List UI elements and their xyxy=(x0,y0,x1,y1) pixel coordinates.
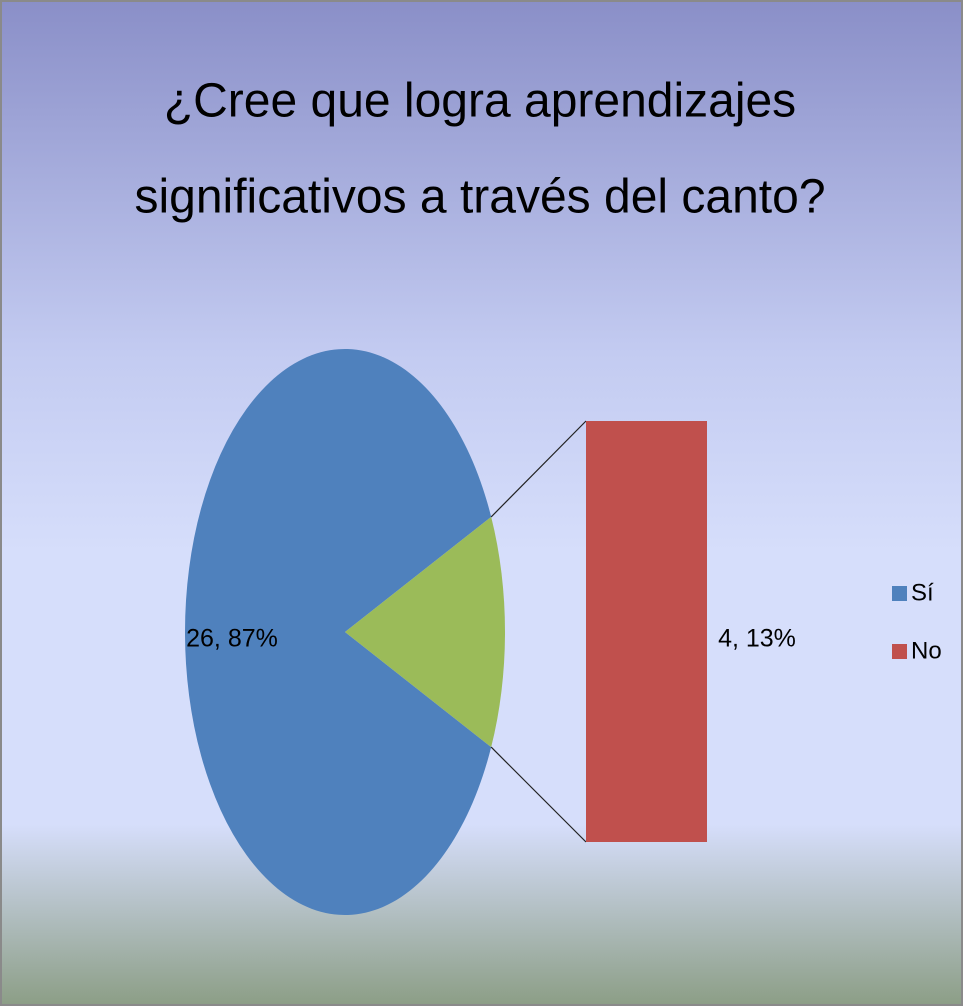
legend-label: No xyxy=(911,637,942,664)
legend-label: Sí xyxy=(911,579,934,606)
pie-slice xyxy=(185,349,492,915)
data-label: 26, 87% xyxy=(186,625,278,653)
bar xyxy=(586,421,707,842)
pie-slice-split xyxy=(345,516,506,748)
legend-swatch xyxy=(892,586,907,601)
connector-line xyxy=(490,746,587,843)
connector-line xyxy=(490,420,587,518)
chart-title: significativos a través del canto? xyxy=(134,171,825,224)
chart-title: ¿Cree que logra aprendizajes xyxy=(164,75,796,128)
data-label: 4, 13% xyxy=(718,625,796,653)
legend-swatch xyxy=(892,644,907,659)
